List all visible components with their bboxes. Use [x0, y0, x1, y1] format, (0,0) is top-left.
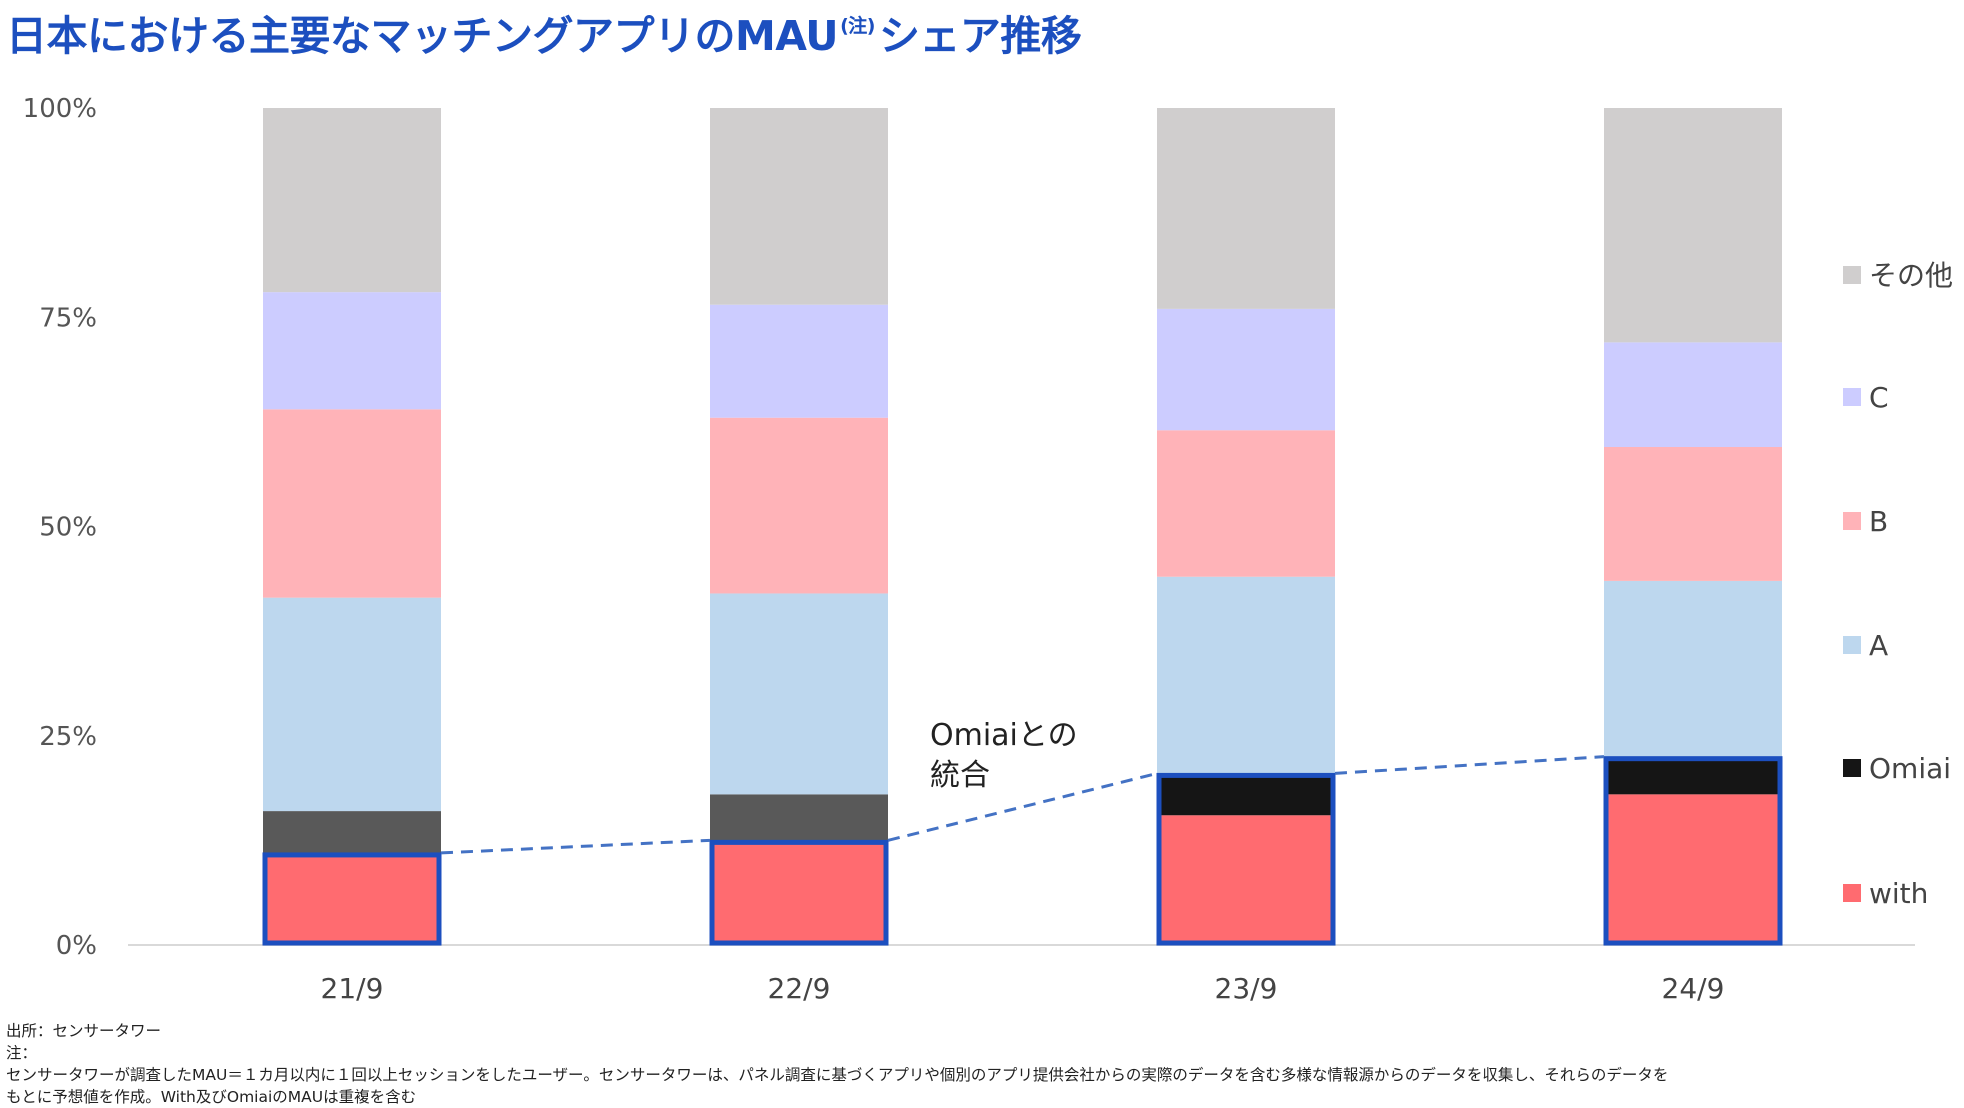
bar-segment-その他 [1604, 108, 1782, 343]
bar-segment-with [1157, 815, 1335, 945]
x-tick-label: 21/9 [321, 972, 384, 1005]
chart-title: 日本における主要なマッチングアプリのMAU (注)シェア推移 [6, 2, 1082, 62]
source-note: 出所：センサータワー [6, 1022, 162, 1040]
bar-segment-C [263, 292, 441, 410]
legend-label: with [1869, 877, 1928, 910]
trend-dashed-line [440, 838, 711, 855]
bar-segment-その他 [710, 108, 888, 305]
y-tick-label: 100% [23, 94, 97, 124]
legend-swatch [1843, 512, 1861, 530]
bar-segment-C [1604, 342, 1782, 447]
bar-segment-with [263, 852, 441, 945]
x-tick-label: 22/9 [768, 972, 831, 1005]
bar-segment-A [263, 597, 441, 812]
legend-swatch [1843, 636, 1861, 654]
bar-segment-Omiai [1604, 756, 1782, 795]
legend-swatch [1843, 759, 1861, 777]
trend-dashed-line [887, 771, 1158, 842]
note-line-2: もとに予想値を作成。With及びOmiaiのMAUは重複を含む [6, 1088, 417, 1106]
legend-label: その他 [1869, 259, 1953, 292]
legend-label: A [1869, 629, 1888, 662]
legend-label: B [1869, 505, 1888, 538]
bar-segment-B [1604, 446, 1782, 581]
title-note-mark: (注) [840, 15, 875, 37]
legend-label: C [1869, 381, 1889, 414]
title-main: 日本における主要なマッチングアプリのMAU [6, 12, 839, 60]
note-label: 注： [6, 1044, 38, 1062]
bar-segment-with [710, 840, 888, 945]
y-tick-label: 75% [39, 303, 97, 333]
highlight-box [262, 852, 442, 946]
legend-swatch [1843, 388, 1861, 406]
stacked-bar-chart: 0% 25% 50% 75% 100% 21/9 22/9 23/9 24/9 Omiaiとの統合… [23, 94, 1953, 1005]
bar-segment-Omiai [1157, 773, 1335, 816]
bar-segment-with [1604, 794, 1782, 945]
legend-swatch [1843, 266, 1861, 284]
bar-segment-その他 [263, 108, 441, 293]
bar-segment-Omiai [710, 794, 888, 841]
bar-segment-B [1157, 430, 1335, 577]
bar-segment-B [263, 409, 441, 598]
highlight-box [1156, 772, 1336, 946]
bar-segment-Omiai [263, 811, 441, 853]
y-tick-label: 25% [39, 722, 97, 752]
highlight-box [709, 839, 889, 946]
annotation-text: Omiaiとの [930, 718, 1078, 753]
bar-segment-その他 [1157, 108, 1335, 309]
bar-segment-C [1157, 308, 1335, 431]
annotation-text: 統合 [930, 758, 990, 793]
bar-segment-A [1604, 580, 1782, 757]
bar-segment-A [710, 593, 888, 795]
legend-swatch [1843, 884, 1861, 902]
bar-segment-A [1157, 576, 1335, 774]
bar-segment-B [710, 417, 888, 594]
legend-label: Omiai [1869, 752, 1951, 785]
y-tick-label: 50% [39, 513, 97, 543]
trend-dashed-line [1334, 755, 1605, 775]
y-tick-label: 0% [56, 931, 97, 961]
x-tick-label: 24/9 [1662, 972, 1725, 1005]
x-tick-label: 23/9 [1215, 972, 1278, 1005]
highlight-box [1603, 756, 1783, 946]
footer-notes: 出所：センサータワー 注： センサータワーが調査したMAU＝１カ月以内に１回以上… [6, 1020, 1806, 1108]
title-tail: シェア推移 [878, 12, 1082, 60]
note-line-1: センサータワーが調査したMAU＝１カ月以内に１回以上セッションをしたユーザー。セ… [6, 1066, 1669, 1084]
bar-segment-C [710, 304, 888, 418]
